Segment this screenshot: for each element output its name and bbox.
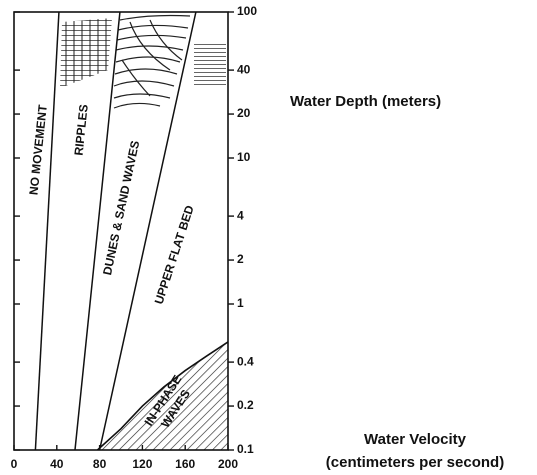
region-label: DUNES & SAND WAVES — [100, 139, 142, 276]
in-phase-boundary — [96, 341, 229, 451]
boundary-line — [98, 11, 197, 451]
y-tick-label: 0.2 — [237, 398, 254, 412]
x-tick-label: 40 — [50, 457, 64, 471]
y-tick-label: 20 — [237, 106, 251, 120]
x-tick-label: 120 — [132, 457, 152, 471]
y-tick-label: 100 — [237, 4, 257, 18]
ripple-texture — [60, 18, 112, 88]
region-label: NO MOVEMENT — [26, 103, 49, 195]
y-tick-label: 10 — [237, 150, 251, 164]
flat-bed-texture — [194, 44, 226, 86]
y-tick-label: 2 — [237, 252, 244, 266]
x-axis-title: Water Velocity — [364, 431, 467, 448]
x-tick-label: 80 — [93, 457, 107, 471]
x-tick-label: 160 — [175, 457, 195, 471]
plot-frame — [13, 11, 229, 451]
in-phase-region — [97, 341, 229, 450]
region-label: RIPPLES — [72, 104, 91, 157]
region-label: UPPER FLAT BED — [152, 203, 197, 306]
y-tick-label: 0.4 — [237, 354, 254, 368]
boundary-line — [34, 11, 60, 451]
x-axis-title: (centimeters per second) — [326, 454, 504, 471]
y-tick-label: 40 — [237, 62, 251, 76]
x-tick-label: 200 — [218, 457, 238, 471]
x-tick-label: 0 — [11, 457, 18, 471]
dune-texture — [113, 14, 191, 109]
boundary-line — [74, 11, 121, 451]
y-axis-title: Water Depth (meters) — [290, 93, 441, 110]
bedform-textures — [60, 14, 226, 109]
y-tick-label: 4 — [237, 208, 244, 222]
y-tick-label: 1 — [237, 296, 244, 310]
y-tick-label: 0.1 — [237, 442, 254, 456]
